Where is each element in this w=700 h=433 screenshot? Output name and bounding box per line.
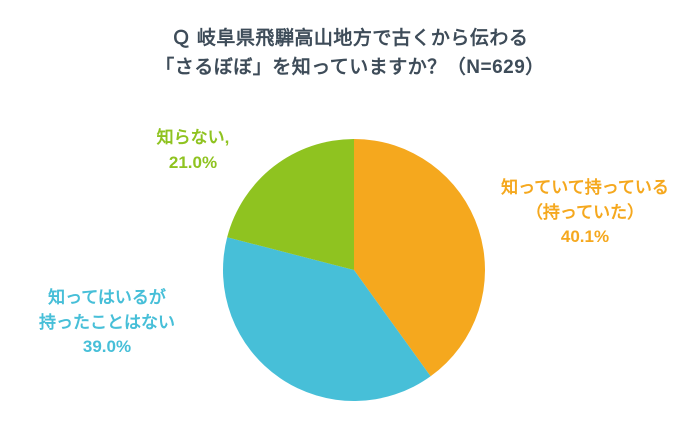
pie-slice-1 (223, 237, 431, 401)
pie-slice-0 (354, 139, 485, 377)
chart-title: Ｑ 岐阜県飛騨高山地方で古くから伝わる 「さるぼぼ」を知っていますか？（N=62… (155, 28, 545, 79)
pie-chart (223, 139, 485, 401)
pie-label-know-but-never-had: 知ってはいるが 持ったことはない 39.0% (39, 288, 175, 357)
pie-label-dont-know: 知らない, 21.0% (156, 128, 230, 172)
pie-slice-2 (227, 139, 354, 270)
pie-label-know-and-have: 知っていて持っている （持っていた） 40.1% (501, 178, 669, 247)
